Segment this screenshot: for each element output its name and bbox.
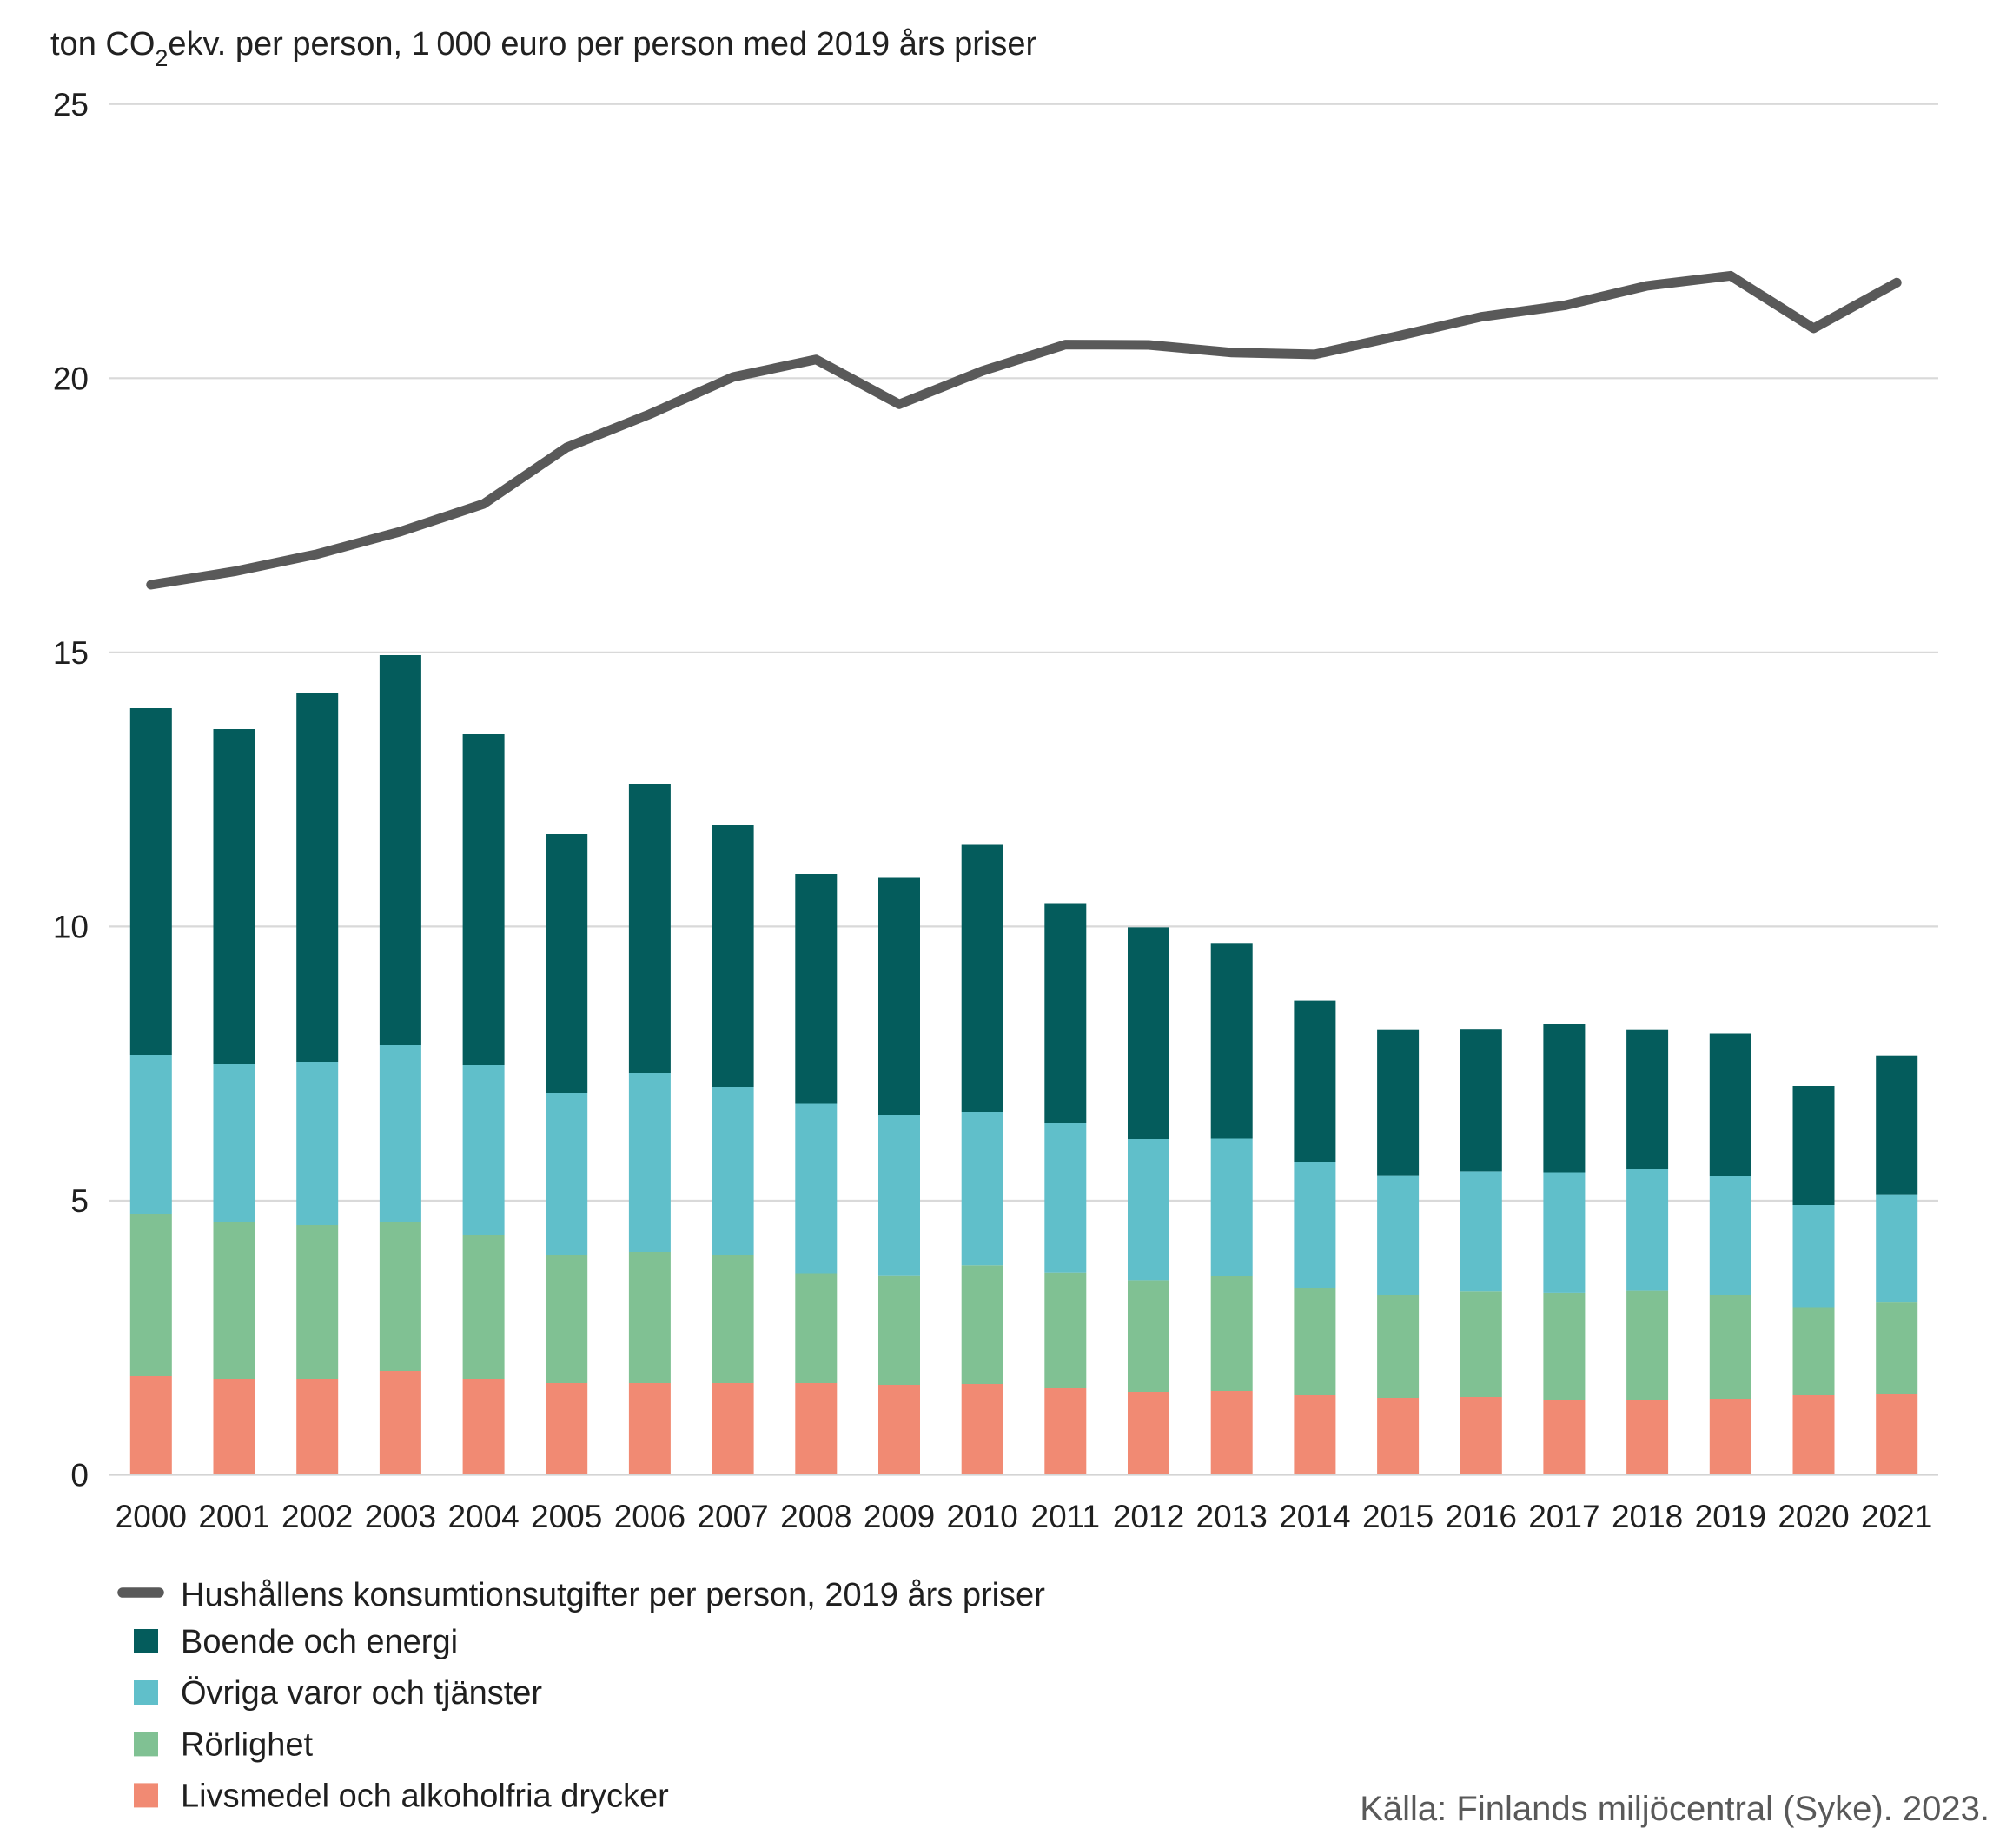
svg-text:2011: 2011 [1031,1499,1101,1534]
svg-text:0: 0 [70,1458,89,1494]
svg-text:2013: 2013 [1196,1499,1268,1534]
svg-text:2017: 2017 [1528,1499,1599,1534]
svg-text:2012: 2012 [1113,1499,1184,1534]
svg-text:10: 10 [53,909,89,944]
svg-text:2001: 2001 [198,1499,269,1534]
svg-text:25: 25 [53,87,89,123]
svg-text:15: 15 [53,635,89,671]
svg-text:2008: 2008 [780,1499,851,1534]
svg-text:2021: 2021 [1861,1499,1932,1534]
svg-text:2005: 2005 [531,1499,602,1534]
svg-text:Boende och energi: Boende och energi [181,1624,458,1660]
svg-text:2010: 2010 [947,1499,1018,1534]
svg-text:2014: 2014 [1279,1499,1350,1534]
svg-text:2009: 2009 [864,1499,935,1534]
svg-text:2002: 2002 [281,1499,353,1534]
svg-text:2016: 2016 [1446,1499,1517,1534]
svg-text:2019: 2019 [1695,1499,1766,1534]
svg-text:Livsmedel och alkoholfria dryc: Livsmedel och alkoholfria drycker [181,1778,669,1814]
svg-text:2007: 2007 [697,1499,768,1534]
svg-text:2003: 2003 [365,1499,436,1534]
svg-text:2020: 2020 [1778,1499,1849,1534]
svg-text:2004: 2004 [447,1499,519,1534]
svg-text:2000: 2000 [116,1499,187,1534]
svg-text:Övriga varor och tjänster: Övriga varor och tjänster [181,1675,542,1712]
svg-text:Hushållens konsumtionsutgifter: Hushållens konsumtionsutgifter per perso… [181,1577,1045,1613]
svg-text:Rörlighet: Rörlighet [181,1726,314,1763]
svg-text:2015: 2015 [1362,1499,1434,1534]
svg-text:5: 5 [70,1183,89,1219]
svg-text:2006: 2006 [614,1499,685,1534]
svg-text:2018: 2018 [1612,1499,1683,1534]
svg-text:Källa: Finlands miljöcentral (: Källa: Finlands miljöcentral (Syke). 202… [1360,1790,1990,1828]
svg-text:20: 20 [53,361,89,396]
